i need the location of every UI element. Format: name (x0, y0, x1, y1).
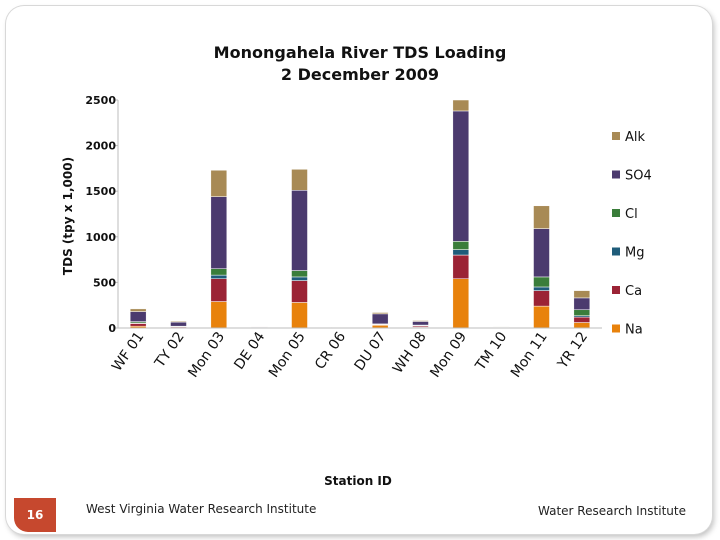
legend-swatch-ca (612, 286, 620, 294)
legend-label-so4: SO4 (625, 169, 652, 184)
bar-segment-so4 (371, 313, 389, 325)
bars (118, 99, 602, 329)
legend-swatch-mg (612, 247, 620, 256)
bar-segment-so4 (170, 321, 187, 327)
bar-segment-alk (331, 326, 349, 328)
y-tick-label: 1500 (85, 185, 116, 198)
x-tick-label: Mon 11 (508, 329, 551, 381)
bar-segment-alk (412, 320, 429, 322)
x-tick-label: DE 04 (231, 329, 268, 373)
legend-swatch-so4 (612, 170, 620, 179)
bar-segment-alk (573, 290, 591, 299)
bar-segment-mg (452, 249, 470, 256)
bar-segment-ca (573, 316, 591, 323)
bar-segment-cl (533, 276, 550, 288)
bar-segment-mg (210, 274, 228, 280)
stacked-bar-chart: Monongahela River TDS Loading 2 December… (61, 43, 652, 488)
bar-segment-so4 (452, 110, 470, 242)
bar-segment-cl (573, 309, 591, 316)
bar-segment-so4 (573, 297, 591, 311)
bar-segment-alk (533, 205, 550, 229)
bar-segment-na (210, 301, 228, 329)
x-tick-label: WF 01 (109, 329, 147, 374)
legend-label-cl: Cl (625, 207, 638, 222)
y-tick-label: 1000 (85, 231, 116, 244)
bar-segment-mg (291, 276, 308, 281)
x-tick-label: WH 08 (390, 329, 430, 376)
y-tick-label: 2000 (85, 140, 116, 153)
x-tick-label: Mon 05 (266, 329, 309, 381)
bar-segment-alk (170, 320, 187, 323)
bar-segment-so4 (291, 190, 308, 271)
bar-segment-alk (210, 169, 228, 197)
x-tick-label: Mon 09 (427, 329, 470, 381)
bar-segment-ca (533, 290, 550, 307)
bar-segment-na (573, 322, 591, 329)
chart-subtitle: 2 December 2009 (281, 65, 439, 84)
legend: Alk SO4 Cl Mg Ca Na (612, 130, 652, 338)
legend-swatch-na (612, 324, 620, 333)
page-number-badge: 16 (14, 498, 56, 532)
x-tick-label: YR 12 (554, 329, 591, 372)
bar-segment-alk (371, 312, 389, 315)
bar-segment-so4 (129, 311, 147, 322)
x-axis-label: Station ID (324, 474, 392, 488)
bar-segment-cl (210, 268, 228, 276)
slide-frame: Monongahela River TDS Loading 2 December… (6, 6, 712, 534)
x-tick-label: DU 07 (352, 329, 390, 374)
legend-label-ca: Ca (625, 284, 642, 299)
x-tick-label: Mon 03 (185, 329, 228, 381)
bar-segment-ca (210, 278, 228, 302)
bar-segment-alk (129, 308, 147, 312)
y-axis: 0 500 1000 1500 2000 2500 (85, 94, 119, 335)
y-tick-label: 0 (108, 322, 116, 335)
legend-label-alk: Alk (625, 130, 646, 145)
bar-segment-ca (291, 280, 308, 303)
x-tick-label: CR 06 (312, 329, 349, 372)
legend-swatch-cl (612, 209, 620, 217)
x-tick-label: TM 10 (472, 329, 510, 374)
legend-swatch-alk (612, 132, 620, 140)
bar-segment-na (452, 278, 470, 329)
legend-label-mg: Mg (625, 246, 644, 261)
bar-segment-so4 (533, 228, 550, 278)
bar-segment-ca (452, 254, 470, 280)
bar-segment-alk (291, 169, 308, 191)
bar-segment-mg (533, 286, 550, 291)
y-tick-label: 500 (93, 276, 116, 289)
bar-segment-ca (129, 323, 147, 327)
footer-organization: West Virginia Water Research Institute (86, 502, 317, 516)
y-axis-label: TDS (tpy x 1,000) (61, 157, 75, 275)
bar-segment-so4 (412, 321, 429, 326)
bar-segment-cl (291, 270, 308, 278)
bar-segment-alk (492, 326, 510, 328)
bar-segment-so4 (210, 196, 228, 269)
chart-title: Monongahela River TDS Loading (214, 43, 507, 62)
legend-label-na: Na (625, 323, 643, 338)
footer-logo-text: Water Research Institute (538, 504, 686, 518)
bar-segment-cl (452, 241, 470, 250)
bar-segment-na (291, 302, 308, 329)
y-tick-label: 2500 (85, 94, 116, 107)
bar-segment-alk (250, 326, 268, 328)
bar-segment-alk (452, 99, 470, 112)
x-tick-label: TY 02 (152, 329, 188, 371)
bar-segment-na (533, 305, 550, 329)
